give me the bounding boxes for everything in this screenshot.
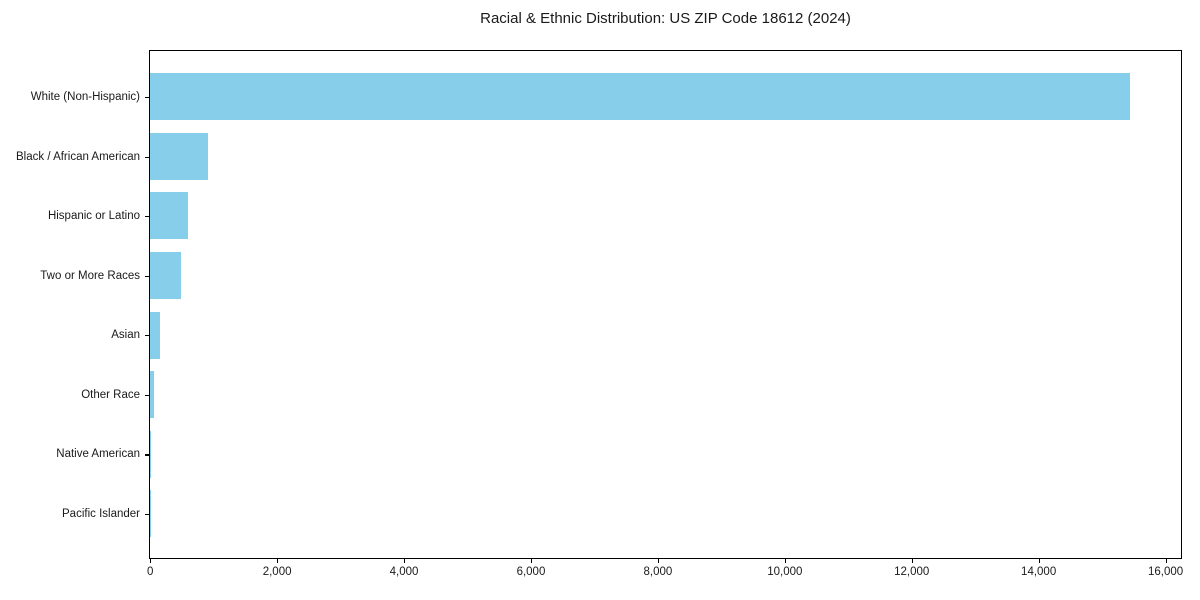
- bar: [150, 311, 160, 359]
- bar: [150, 73, 1131, 121]
- x-tick-mark: [1165, 559, 1167, 563]
- y-axis-label: Native American: [56, 448, 140, 461]
- bar: [150, 430, 151, 478]
- x-tick-label: 8,000: [643, 566, 673, 578]
- x-tick-mark: [1038, 559, 1040, 563]
- y-tick-mark: [145, 97, 149, 99]
- chart-title: Racial & Ethnic Distribution: US ZIP Cod…: [480, 10, 851, 27]
- x-tick-label: 14,000: [1021, 566, 1057, 578]
- y-tick-mark: [145, 156, 149, 158]
- y-tick-mark: [145, 394, 149, 397]
- y-axis-label: Pacific Islander: [62, 508, 140, 520]
- x-tick-mark: [784, 559, 786, 563]
- x-tick-label: 2,000: [262, 566, 292, 578]
- y-tick-mark: [145, 275, 149, 277]
- x-tick-label: 12,000: [894, 566, 930, 578]
- y-axis-label: Asian: [111, 329, 140, 342]
- y-axis-label: Two or More Races: [40, 269, 140, 282]
- y-tick-mark: [145, 335, 149, 337]
- x-tick-label: 10,000: [767, 566, 803, 578]
- bar: [150, 132, 208, 180]
- x-tick-mark: [530, 559, 533, 563]
- x-tick-mark: [150, 559, 152, 563]
- y-axis-label: Black / African American: [16, 150, 140, 163]
- bar: [150, 371, 154, 419]
- y-tick-mark: [145, 216, 149, 218]
- bar: [150, 252, 182, 299]
- y-axis-label: Hispanic or Latino: [47, 210, 140, 223]
- x-tick-label: 16,000: [1147, 566, 1184, 578]
- x-tick-mark: [277, 559, 279, 563]
- y-tick-mark: [145, 454, 149, 456]
- x-tick-label: 6,000: [516, 566, 546, 578]
- plot-area: [149, 50, 1182, 559]
- y-axis-label: Other Race: [81, 388, 140, 401]
- bar: [150, 192, 189, 240]
- x-tick-mark: [404, 559, 406, 563]
- x-tick-mark: [657, 559, 660, 563]
- y-tick-mark: [145, 514, 149, 516]
- y-axis-label: White (Non-Hispanic): [30, 91, 140, 103]
- x-tick-mark: [911, 559, 913, 563]
- x-tick-label: 0: [146, 566, 154, 578]
- x-tick-label: 4,000: [389, 566, 419, 578]
